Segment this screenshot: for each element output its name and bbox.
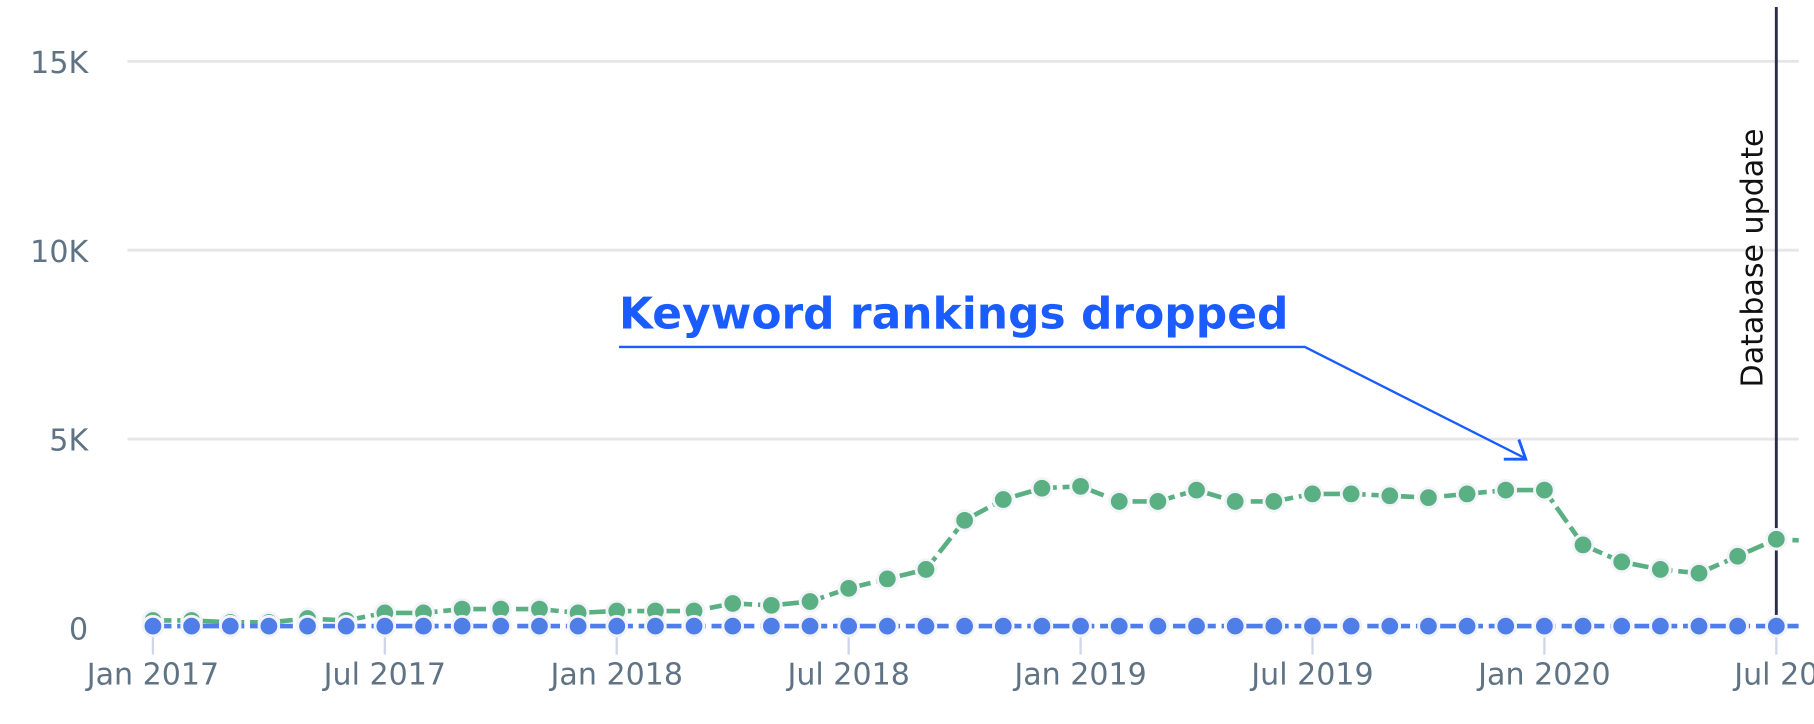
database-update-marker: Database update [1735,6,1778,631]
data-point [218,614,242,638]
arrowhead-icon [1503,439,1528,461]
data-point [837,577,860,600]
data-point [1030,614,1054,638]
data-point [644,614,667,638]
data-point [1262,490,1286,513]
data-point [798,590,822,613]
data-point [605,614,629,638]
data-point [1571,533,1595,557]
data-point [1146,614,1170,638]
data-point [450,614,474,638]
x-axis: Jan 2017 Jul 2017 Jan 2018 Jul 2018 Jan 2019… [85,634,1814,693]
x-tick-label: Jan 2017 [85,658,219,693]
data-point [1185,614,1208,638]
data-point [373,614,397,638]
annotation-text: Keyword rankings dropped [619,288,1288,339]
data-point [1649,558,1672,581]
data-point [1146,490,1170,513]
data-point [1494,614,1518,638]
data-point [1533,478,1556,502]
data-point [1262,614,1286,638]
annotation-leader-line [619,345,1526,460]
y-tick-label: 15K [30,46,89,81]
y-tick-label: 5K [49,424,89,459]
data-point [1494,478,1518,502]
data-point [682,614,706,638]
data-point [991,488,1015,511]
data-point [953,614,976,638]
database-update-label: Database update [1735,129,1770,388]
x-tick-label: Jul 20 [1732,658,1814,693]
series [141,475,1814,638]
data-point [1069,475,1092,498]
data-point [1726,544,1749,568]
data-point [1223,490,1247,513]
data-point [334,614,358,638]
data-point [1805,531,1814,551]
x-tick-label: Jan 2020 [1476,658,1610,693]
data-point [1417,614,1440,638]
gridlines [127,59,1799,441]
data-point [721,592,744,615]
data-point [1301,614,1324,638]
series-line-1 [152,483,1799,625]
data-point [1107,490,1131,513]
data-point [1185,478,1208,502]
data-point [1069,614,1092,638]
data-point [1378,484,1402,508]
data-point [914,614,938,638]
data-point [1107,614,1131,638]
data-point [180,614,203,638]
data-point [1339,482,1363,506]
data-point [1687,561,1711,585]
x-tick-label: Jul 2017 [322,658,446,693]
x-tick-label: Jul 2019 [1249,658,1373,693]
data-point [837,614,860,638]
x-tick-label: Jul 2018 [785,658,909,693]
data-point [1301,482,1324,506]
data-point [1455,614,1479,638]
data-point [1805,616,1814,636]
data-point [1339,614,1363,638]
data-point [412,614,435,638]
data-point [914,558,938,581]
data-point [953,509,976,532]
data-point [1765,614,1788,638]
x-tick-label: Jan 2019 [1012,658,1146,693]
data-point [1610,550,1633,574]
data-point [1571,614,1595,638]
data-point [760,614,783,638]
data-point [991,614,1015,638]
data-point [1610,614,1633,638]
data-point [566,614,590,638]
data-point [489,614,513,638]
data-point [1687,614,1711,638]
data-point [1726,614,1749,638]
data-point [721,614,744,638]
data-point [1455,482,1479,506]
data-point [1649,614,1672,638]
data-point [257,614,281,638]
data-point [876,567,899,591]
data-point [1533,614,1556,638]
keyword-drop-annotation: Keyword rankings dropped [619,288,1528,461]
y-tick-label: 0 [69,613,88,648]
y-tick-label: 10K [30,235,89,270]
data-point [1378,614,1402,638]
data-point [296,614,319,638]
data-point [1765,527,1788,551]
data-point [1223,614,1247,638]
data-point [1030,476,1054,500]
x-tick-label: Jan 2018 [549,658,683,693]
y-axis: 0 5K 10K 15K [30,46,89,648]
data-point [760,594,783,617]
data-point [141,614,165,638]
data-point [528,614,551,638]
data-point [1417,486,1440,509]
series-layer [141,475,1814,638]
data-point [876,614,899,638]
data-point [798,614,822,638]
